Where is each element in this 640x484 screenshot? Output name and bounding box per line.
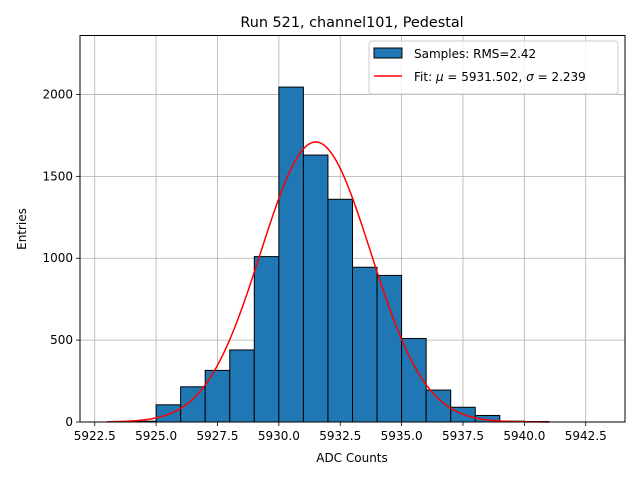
chart-title: Run 521, channel101, Pedestal <box>240 15 463 31</box>
histogram-bar <box>303 155 328 422</box>
x-axis-ticks: 5922.5 5925.0 5927.5 5930.0 5932.5 5935.0 5937… <box>74 422 607 443</box>
y-axis-ticks: 0 500 1000 1500 2000 <box>42 87 80 429</box>
x-tick-label: 5937.5 <box>442 429 484 443</box>
histogram-bar <box>377 275 402 422</box>
legend: Samples: RMS=2.42 Fit: μ = 5931.502, σ =… <box>369 41 618 94</box>
legend-fit-mu-value: = 5931.502, <box>444 70 527 84</box>
legend-fit-prefix: Fit: <box>414 70 436 84</box>
legend-fit-mu-symbol: μ <box>435 70 444 84</box>
x-tick-label: 5930.0 <box>258 429 300 443</box>
x-axis-label: ADC Counts <box>316 451 388 465</box>
histogram-bar <box>230 350 255 422</box>
legend-hist-swatch <box>374 48 402 58</box>
x-tick-label: 5925.0 <box>135 429 177 443</box>
x-tick-label: 5935.0 <box>381 429 423 443</box>
y-axis-label: Entries <box>15 208 29 250</box>
histogram-bar <box>156 405 181 422</box>
x-tick-label: 5922.5 <box>74 429 116 443</box>
histogram-bar <box>205 370 230 422</box>
histogram-bar <box>328 199 353 422</box>
x-tick-label: 5927.5 <box>196 429 238 443</box>
y-tick-label: 500 <box>50 333 73 347</box>
histogram-bar <box>181 387 206 422</box>
legend-fit-label: Fit: μ = 5931.502, σ = 2.239 <box>414 70 586 84</box>
histogram-bar <box>353 267 378 422</box>
y-tick-label: 1500 <box>42 169 73 183</box>
y-tick-label: 2000 <box>42 87 73 101</box>
legend-hist-label: Samples: RMS=2.42 <box>414 47 536 61</box>
histogram-bar <box>279 87 304 422</box>
x-tick-label: 5932.5 <box>319 429 361 443</box>
legend-fit-sigma-value: = 2.239 <box>534 70 586 84</box>
histogram-bar <box>254 257 279 422</box>
x-tick-label: 5942.5 <box>565 429 607 443</box>
x-tick-label: 5940.0 <box>503 429 545 443</box>
y-tick-label: 1000 <box>42 251 73 265</box>
y-tick-label: 0 <box>65 415 73 429</box>
